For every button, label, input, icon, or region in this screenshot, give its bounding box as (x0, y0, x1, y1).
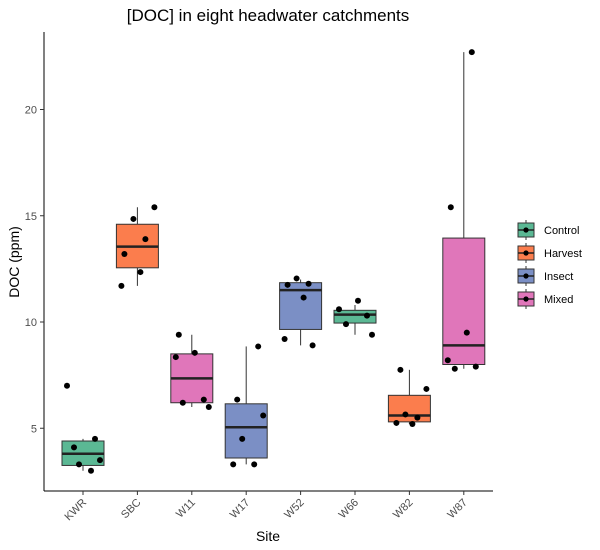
data-point (414, 414, 421, 421)
x-tick-label-w17: W17 (228, 497, 252, 521)
legend-point (523, 227, 529, 233)
legend-label: Harvest (544, 248, 582, 260)
data-point (130, 215, 137, 222)
data-point (239, 435, 246, 442)
chart-title: [DOC] in eight headwater catchments (127, 6, 410, 25)
box-body (442, 237, 486, 365)
data-point (251, 461, 258, 468)
data-point (293, 275, 300, 282)
data-point (151, 204, 158, 211)
box-body (387, 394, 431, 423)
data-point (364, 312, 370, 319)
box-w82 (387, 369, 431, 424)
legend-point (523, 296, 529, 302)
data-point (402, 411, 409, 418)
data-point (92, 435, 98, 442)
data-point (393, 419, 400, 426)
data-point (179, 399, 186, 406)
box-sbc (115, 207, 159, 286)
x-tick-label-w66: W66 (337, 497, 361, 521)
data-point (191, 349, 198, 356)
data-point (71, 444, 77, 451)
data-point (463, 329, 470, 336)
x-tick-label-sbc: SBC (119, 497, 144, 522)
data-point (137, 269, 144, 276)
data-point (397, 366, 404, 373)
data-point (284, 281, 291, 288)
y-axis-title: DOC (ppm) (6, 226, 22, 298)
data-point (255, 343, 262, 350)
y-tick-label: 10 (25, 317, 37, 329)
data-point (142, 236, 149, 243)
data-point (64, 382, 70, 389)
legend-item-mixed: Mixed (517, 289, 573, 309)
data-point (281, 336, 288, 342)
box-body (224, 403, 268, 459)
data-point (309, 342, 316, 349)
data-point (472, 363, 479, 370)
legend-item-insect: Insect (517, 266, 573, 286)
legend-label: Control (544, 225, 579, 237)
box-w11 (170, 334, 214, 407)
data-point (336, 306, 342, 313)
data-point (205, 404, 212, 410)
data-point (200, 396, 207, 403)
legend: Control Harvest Insect Mixed (517, 220, 582, 309)
data-point (234, 396, 241, 403)
data-point (76, 461, 82, 468)
x-tick-label-w52: W52 (282, 497, 306, 521)
data-point (409, 421, 416, 427)
data-point (300, 294, 307, 301)
box-kwr (61, 438, 105, 471)
data-point (355, 297, 361, 304)
x-tick-label-w82: W82 (391, 497, 415, 521)
box-w87 (442, 52, 486, 369)
legend-point (523, 273, 529, 279)
y-tick-label: 15 (25, 211, 37, 223)
x-tick-label-kwr: KWR (62, 497, 89, 524)
data-point (118, 282, 125, 289)
legend-item-control: Control (517, 220, 579, 240)
data-point (121, 251, 128, 257)
data-point (444, 357, 451, 364)
x-axis-title: Site (256, 528, 280, 544)
data-point (172, 354, 179, 361)
data-point (447, 204, 454, 211)
box-w17 (224, 346, 268, 465)
data-point (343, 321, 349, 328)
x-tick-label-w87: W87 (445, 497, 469, 521)
data-point (468, 49, 475, 56)
legend-point (523, 250, 529, 256)
legend-label: Mixed (544, 294, 573, 306)
x-tick-label-w11: W11 (174, 497, 198, 521)
data-point (305, 280, 312, 287)
data-point (88, 467, 94, 474)
data-point (369, 331, 375, 338)
data-point (230, 461, 237, 468)
data-point (423, 385, 430, 392)
box-w52 (279, 279, 323, 346)
data-point (260, 412, 267, 419)
legend-label: Insect (544, 271, 573, 283)
legend-item-harvest: Harvest (517, 243, 582, 263)
plot-area (61, 49, 486, 474)
data-point (451, 365, 458, 372)
y-tick-label: 5 (31, 423, 37, 435)
y-tick-label: 20 (25, 105, 37, 117)
data-point (97, 457, 103, 464)
data-point (175, 331, 182, 338)
